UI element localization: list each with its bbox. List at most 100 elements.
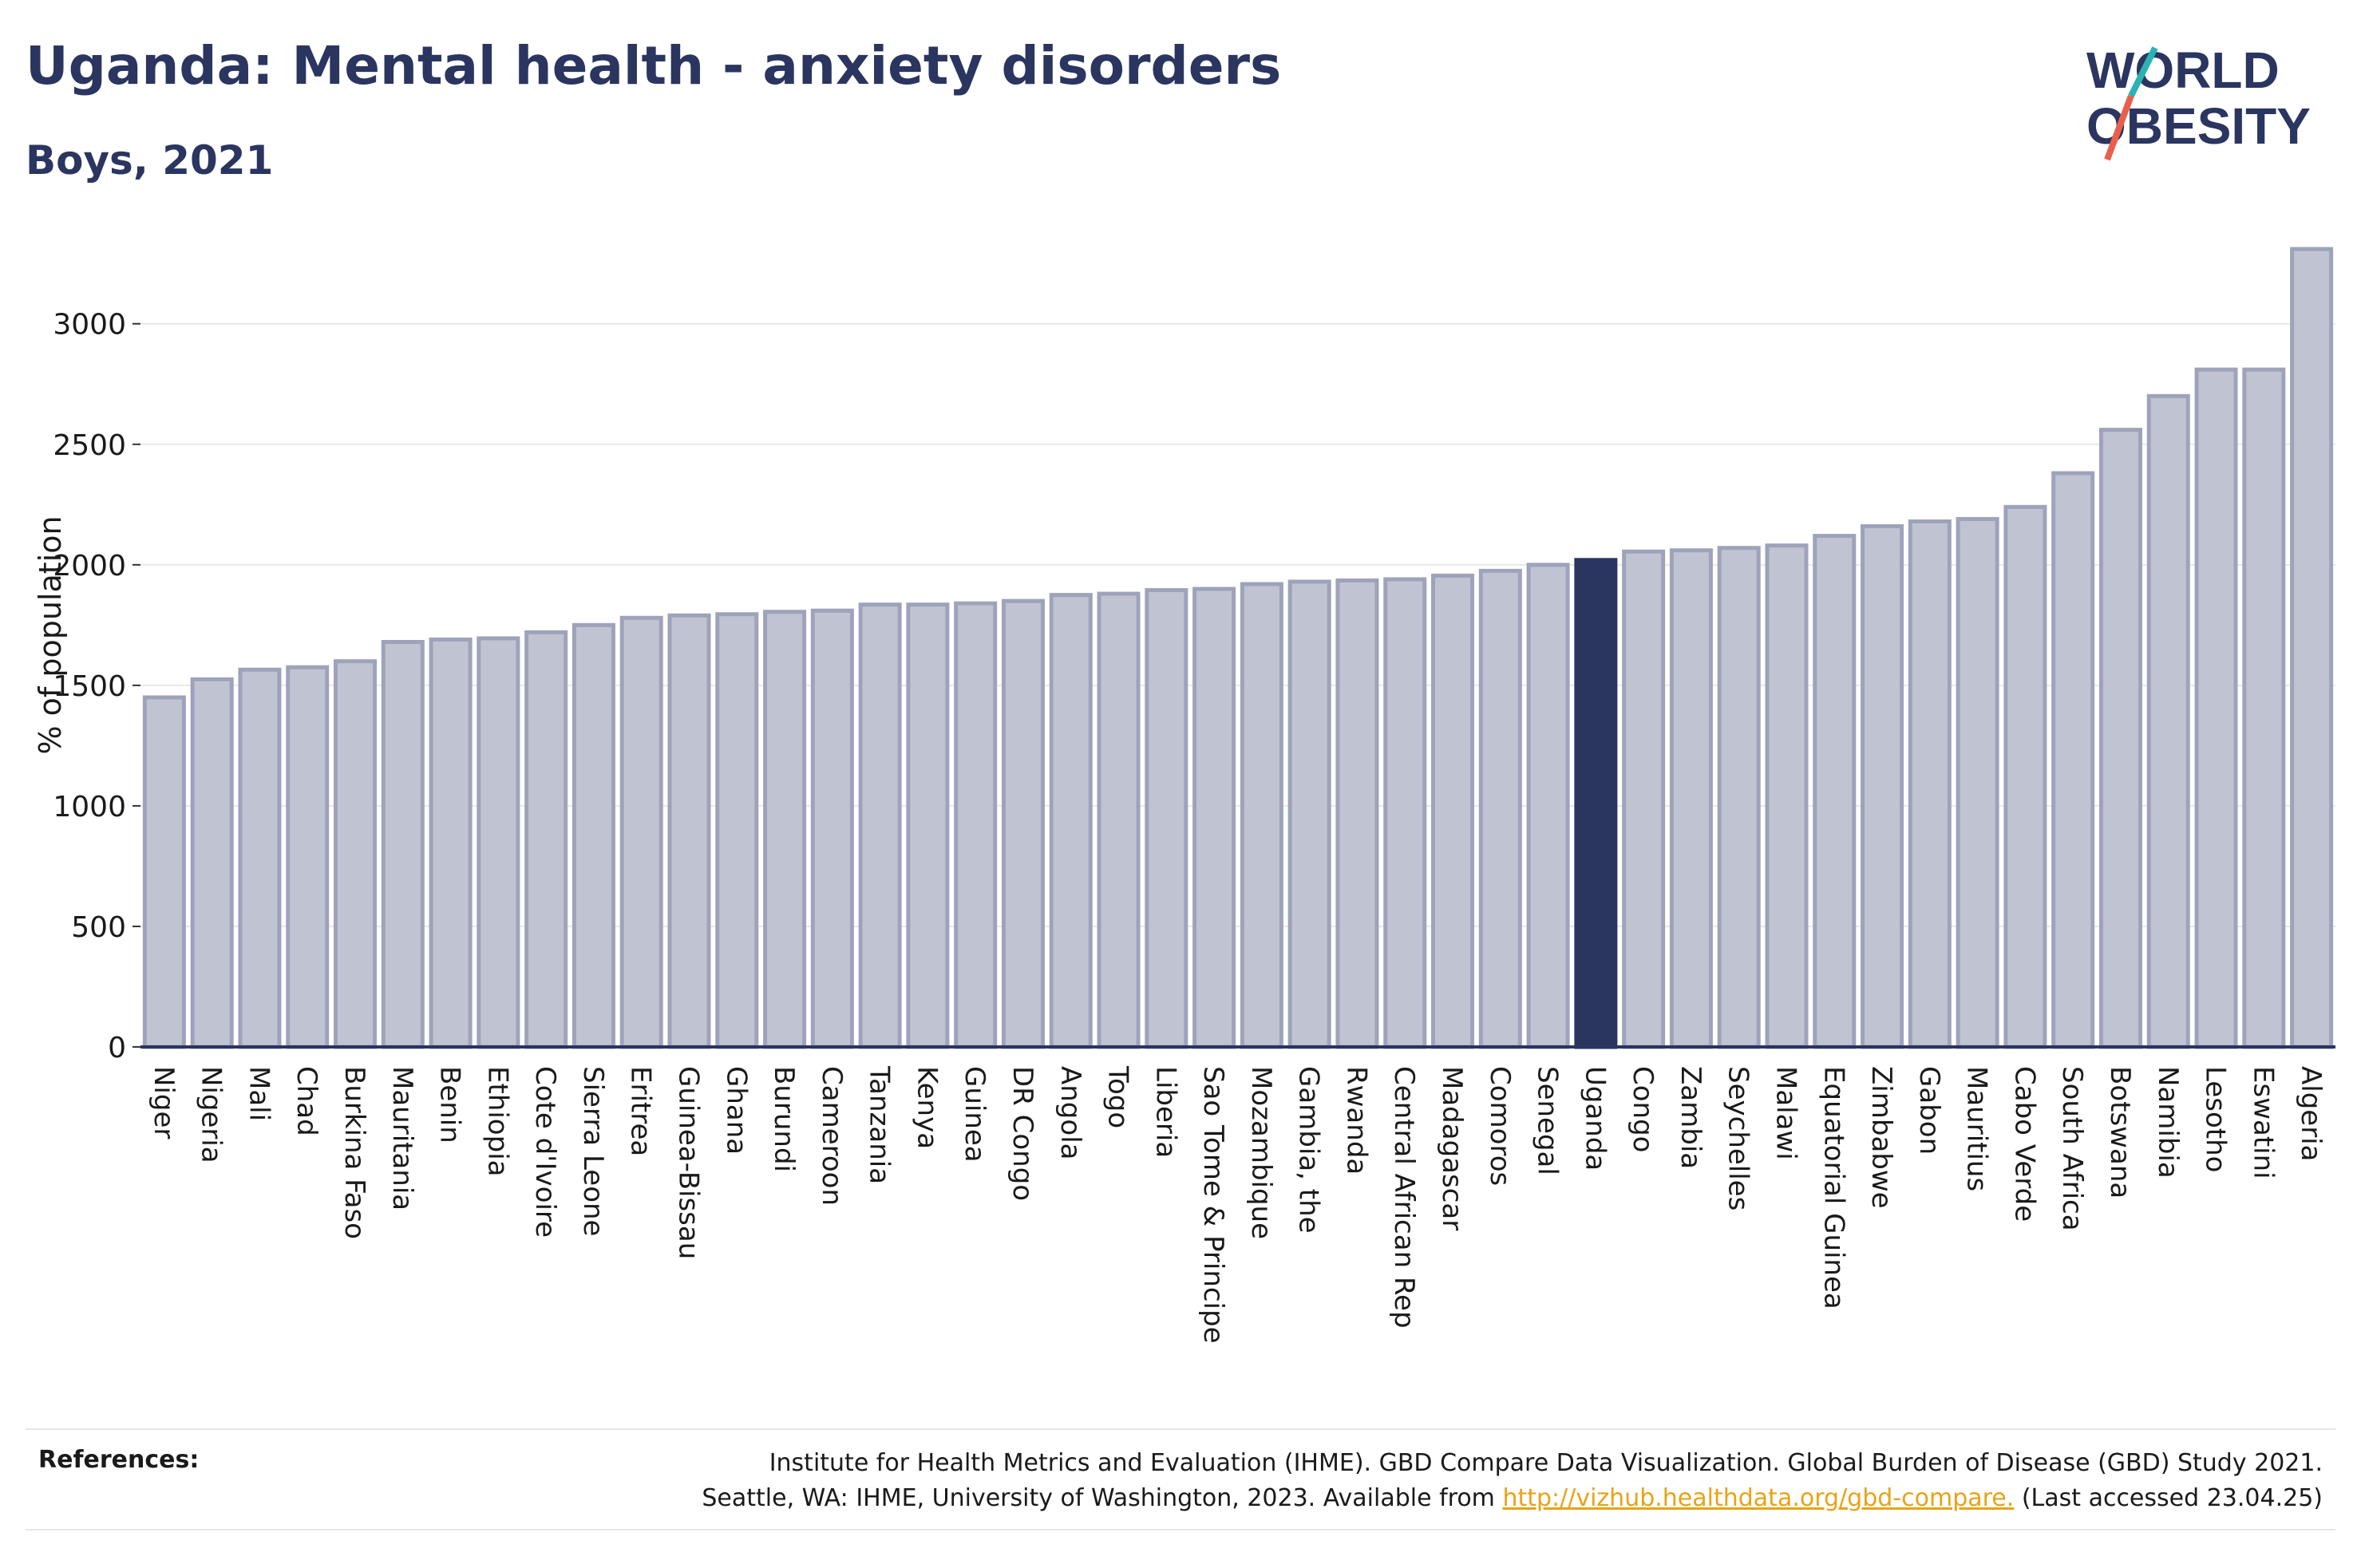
x-tick-label: Seychelles	[1722, 1066, 1754, 1211]
bar-mauritania	[381, 639, 425, 1049]
x-tick-label: Senegal	[1532, 1066, 1564, 1175]
y-tick-label: 3000	[53, 309, 126, 342]
bar-guinea-bissau	[667, 613, 711, 1049]
x-tick-label: Togo	[1102, 1065, 1134, 1128]
x-tick-label: DR Congo	[1006, 1066, 1038, 1201]
x-tick-label: Mali	[243, 1066, 275, 1121]
bar-sao-tome-principe	[1192, 587, 1236, 1049]
bar-cabo-verde	[2003, 504, 2047, 1049]
bar-guinea	[954, 601, 998, 1049]
bar-seychelles	[1717, 546, 1761, 1049]
y-tick-label: 500	[71, 911, 126, 944]
x-tick-label: Tanzania	[864, 1065, 896, 1184]
bar-cote-d-ivoire	[524, 630, 568, 1049]
bar-lesotho	[2194, 367, 2238, 1049]
bar-ghana	[715, 612, 759, 1049]
bar-rwanda	[1335, 578, 1379, 1049]
x-tick-label: Namibia	[2152, 1066, 2184, 1179]
bar-zambia	[1669, 548, 1713, 1049]
x-tick-label: Nigeria	[196, 1066, 227, 1163]
x-tick-label: Algeria	[2295, 1066, 2327, 1161]
x-tick-label: Guinea-Bissau	[673, 1066, 705, 1259]
y-axis: 0 500 1000 1500 2000 2500 3000	[53, 309, 140, 1064]
bar-tanzania	[858, 602, 902, 1049]
bar-mozambique	[1240, 582, 1283, 1049]
x-tick-label: Burkina Faso	[338, 1066, 370, 1239]
bar-ethiopia	[477, 636, 520, 1049]
x-tick-label: Mozambique	[1245, 1066, 1277, 1239]
x-tick-label: Sierra Leone	[577, 1066, 609, 1236]
x-tick-label: Cabo Verde	[2008, 1066, 2040, 1222]
bar-mauritius	[1956, 516, 1999, 1049]
logo-slash-bottom	[2104, 94, 2134, 161]
world-obesity-logo: WORLD OBESITY	[2086, 41, 2311, 161]
bar-benin	[429, 637, 473, 1049]
references-text: Institute for Health Metrics and Evaluat…	[702, 1446, 2323, 1516]
bar-south-africa	[2051, 471, 2095, 1049]
bar-cameroon	[810, 608, 854, 1049]
bar-gambia-the	[1287, 579, 1331, 1049]
y-tick-label: 1000	[53, 791, 126, 823]
reference-line-2: Seattle, WA: IHME, University of Washing…	[702, 1481, 2323, 1516]
x-tick-label: Cameroon	[816, 1066, 848, 1206]
x-tick-label: Gambia, the	[1293, 1066, 1325, 1234]
x-tick-label: Comoros	[1484, 1066, 1516, 1186]
bar-chart: 0 500 1000 1500 2000 2500 3000 Niger Nigeria Mal…	[33, 247, 2335, 1344]
x-tick-label: Botswana	[2104, 1066, 2136, 1199]
logo-word-1: WORLD	[2086, 41, 2280, 99]
bar-equatorial-guinea	[1813, 534, 1857, 1049]
y-tick-label: 2500	[53, 429, 126, 462]
x-tick-label: Chad	[291, 1066, 322, 1136]
bar-botswana	[2098, 428, 2142, 1049]
bar-burundi	[763, 610, 807, 1049]
x-tick-label: Guinea	[959, 1066, 991, 1163]
x-tick-label: Ethiopia	[481, 1066, 513, 1176]
bar-niger	[142, 695, 186, 1049]
y-tick-label: 0	[108, 1032, 126, 1064]
page-title: Uganda: Mental health - anxiety disorder…	[26, 35, 1282, 97]
bar-namibia	[2146, 393, 2190, 1049]
bar-mali	[238, 667, 282, 1049]
x-tick-label: Liberia	[1149, 1066, 1181, 1158]
x-tick-label: Gabon	[1913, 1066, 1945, 1155]
bar-gabon	[1908, 519, 1952, 1049]
reference-line-2-prefix: Seattle, WA: IHME, University of Washing…	[702, 1484, 1503, 1512]
y-axis-label: % of population	[33, 515, 68, 754]
bar-senegal	[1526, 563, 1570, 1049]
x-tick-label: Kenya	[911, 1066, 943, 1149]
bar-madagascar	[1431, 573, 1475, 1049]
x-tick-label: Zambia	[1675, 1066, 1706, 1169]
x-tick-label: Zimbabwe	[1865, 1066, 1897, 1209]
x-tick-label: Lesotho	[2200, 1066, 2232, 1172]
x-tick-label: Central African Rep	[1388, 1066, 1420, 1329]
x-tick-label: Malawi	[1770, 1066, 1802, 1160]
bar-malawi	[1765, 543, 1809, 1049]
x-tick-label: Uganda	[1579, 1066, 1611, 1171]
reference-line-1: Institute for Health Metrics and Evaluat…	[769, 1449, 2323, 1477]
x-tick-label: Rwanda	[1340, 1066, 1372, 1175]
x-tick-label: Cote d'Ivoire	[529, 1066, 561, 1238]
x-tick-label: Sao Tome & Principe	[1197, 1066, 1229, 1344]
bar-dr-congo	[1001, 598, 1045, 1049]
references-box: References: Institute for Health Metrics…	[26, 1428, 2335, 1530]
bar-eritrea	[619, 615, 663, 1049]
x-axis-labels: Niger Nigeria Mali Chad Burkina Faso Mauritan…	[148, 1065, 2327, 1344]
x-tick-label: Mauritius	[1961, 1066, 1993, 1191]
bar-togo	[1097, 591, 1141, 1049]
bar-congo	[1622, 549, 1666, 1049]
logo-slash-top	[2128, 46, 2158, 97]
bar-algeria	[2290, 247, 2334, 1049]
x-tick-label: Eswatini	[2247, 1066, 2279, 1179]
bar-burkina-faso	[334, 659, 378, 1049]
y-tick-label: 2000	[53, 550, 126, 583]
bar-chad	[286, 665, 330, 1049]
x-tick-label: Benin	[434, 1066, 466, 1143]
bar-eswatini	[2242, 367, 2286, 1049]
reference-line-2-suffix: (Last accessed 23.04.25)	[2014, 1484, 2323, 1512]
x-tick-label: Niger	[148, 1066, 180, 1139]
reference-link[interactable]: http://vizhub.healthdata.org/gbd-compare…	[1502, 1484, 2015, 1512]
x-tick-label: South Africa	[2056, 1066, 2088, 1231]
x-tick-label: Burundi	[768, 1066, 800, 1172]
bar-central-african-rep	[1383, 577, 1427, 1049]
y-tick-label: 1500	[53, 670, 126, 703]
